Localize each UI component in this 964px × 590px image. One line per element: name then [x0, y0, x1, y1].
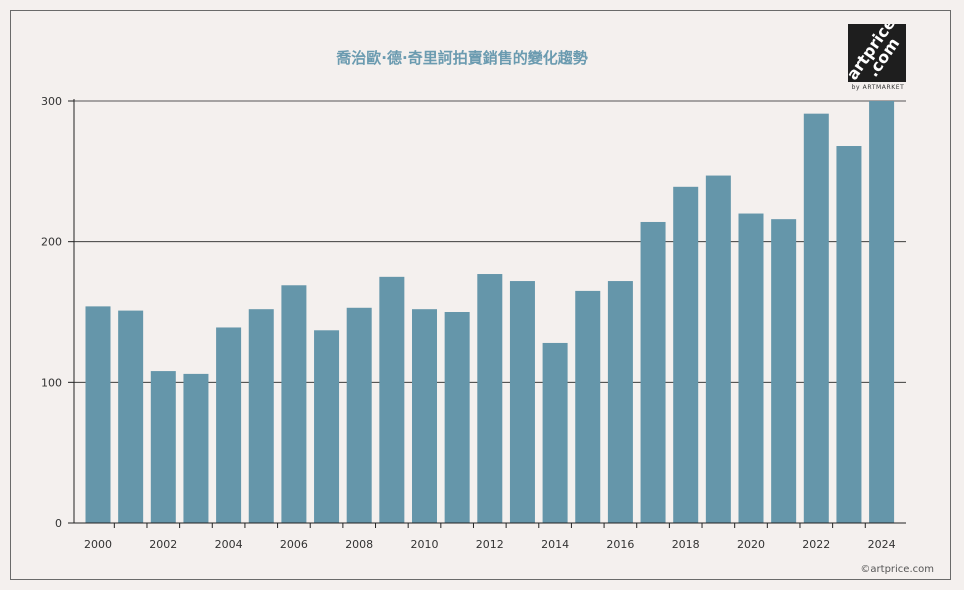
x-tick-label-2022: 2022: [802, 538, 830, 551]
bar-2015: [575, 290, 601, 523]
bar-2023: [836, 146, 862, 523]
bar-2008: [346, 307, 372, 523]
bar-2022: [803, 113, 829, 523]
bar-2010: [412, 309, 437, 523]
chart-title: 喬治歐·德·奇里訶拍賣銷售的變化趨勢: [335, 49, 587, 67]
x-tick-label-2000: 2000: [84, 538, 112, 551]
x-tick-label-2018: 2018: [672, 538, 700, 551]
bar-2004: [216, 327, 242, 523]
bar-2014: [542, 342, 568, 523]
bar-2007: [314, 330, 340, 523]
bar-2001: [118, 310, 144, 523]
x-tick-label-2008: 2008: [345, 538, 373, 551]
bar-2024: [869, 101, 895, 523]
bar-2017: [640, 221, 666, 523]
x-tick-label-2002: 2002: [149, 538, 177, 551]
x-tick-label-2012: 2012: [476, 538, 504, 551]
y-tick-label-0: 0: [55, 517, 62, 530]
bar-2003: [183, 373, 209, 523]
x-tick-labels: 2000 2002 2004 2006 2008 2010 2012 2014 2016 2018…: [84, 523, 896, 551]
x-tick-label-2004: 2004: [215, 538, 243, 551]
bar-2005: [248, 309, 274, 523]
bar-2006: [281, 285, 307, 523]
bar-2018: [673, 186, 699, 523]
bar-2009: [379, 276, 405, 523]
x-tick-label-2020: 2020: [737, 538, 765, 551]
artprice-logo: artprice .com: [848, 24, 906, 82]
bar-2016: [607, 281, 633, 523]
x-tick-label-2024: 2024: [868, 538, 896, 551]
x-tick-label-2014: 2014: [541, 538, 569, 551]
x-tick-label-2010: 2010: [411, 538, 439, 551]
y-tick-labels: 0 100 200 300: [41, 95, 74, 530]
x-tick-label-2016: 2016: [606, 538, 634, 551]
bars: [85, 101, 895, 524]
bar-2002: [150, 371, 176, 523]
y-tick-label-100: 100: [41, 376, 62, 389]
bar-2021: [771, 219, 797, 523]
y-tick-label-200: 200: [41, 236, 62, 249]
copyright-text: ©artprice.com: [860, 564, 934, 575]
bar-2013: [509, 281, 535, 523]
bar-2011: [444, 312, 470, 523]
y-tick-label-300: 300: [41, 95, 62, 108]
bar-2012: [477, 274, 503, 523]
bar-2020: [738, 213, 764, 524]
logo-subtitle: by ARTMARKET: [851, 84, 905, 91]
bar-2000: [85, 306, 111, 523]
x-tick-label-2006: 2006: [280, 538, 308, 551]
bar-2019: [705, 175, 731, 523]
